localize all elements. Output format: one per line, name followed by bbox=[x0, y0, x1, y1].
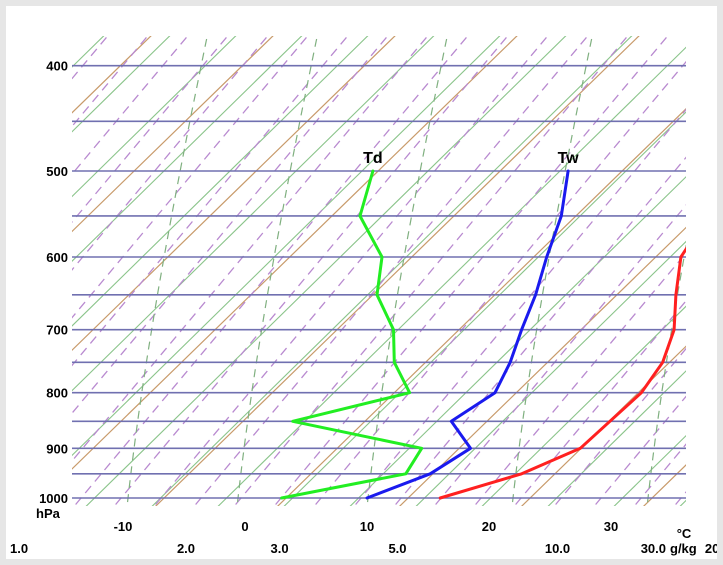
mixing-ratio-line bbox=[113, 36, 509, 506]
dry-adiabat-line bbox=[85, 36, 567, 506]
mixing-ratio-line bbox=[393, 156, 686, 506]
dry-adiabat-line bbox=[72, 36, 237, 198]
mixing-ratio-line bbox=[72, 36, 389, 415]
sounding-curves bbox=[280, 169, 686, 500]
mixing-ratio-tick-label: 5.0 bbox=[388, 541, 406, 556]
temperature-unit-label: °C bbox=[677, 526, 692, 541]
mixing-ratio-line bbox=[313, 60, 686, 506]
moist-adiabat-line bbox=[236, 36, 318, 506]
mixing-ratio-line bbox=[153, 36, 549, 506]
dry-adiabat-line bbox=[613, 434, 686, 506]
isobar-lines bbox=[72, 64, 686, 499]
mixing-ratio-line bbox=[273, 36, 669, 506]
mixing-ratio-line bbox=[72, 36, 149, 128]
mixing-ratio-line bbox=[72, 36, 429, 463]
mixing-ratio-line bbox=[513, 299, 686, 506]
moist-adiabat-line bbox=[646, 243, 686, 506]
isotherm-line bbox=[6, 6, 16, 538]
temperature-tick-label: 0 bbox=[241, 519, 248, 534]
mixing-ratio-line bbox=[553, 347, 686, 506]
isotherm-line bbox=[277, 108, 686, 506]
dry-adiabat-line bbox=[72, 36, 501, 457]
dry-adiabat-line bbox=[151, 36, 633, 506]
series-label-td: Td bbox=[363, 150, 383, 167]
temperature-axis-labels: -10 0 10 20 30 bbox=[114, 519, 619, 534]
isotherm-line bbox=[72, 36, 396, 352]
pressure-axis-labels: 400 500 600 700 800 900 1000 bbox=[39, 59, 68, 506]
series-label-tw: Tw bbox=[558, 150, 580, 167]
mixing-ratio-line bbox=[72, 36, 229, 224]
mixing-ratio-tick-label: 10.0 bbox=[545, 541, 570, 556]
dry-adiabat-line bbox=[72, 36, 171, 133]
curve-labels: TTwTd bbox=[363, 150, 580, 167]
dry-adiabat-line bbox=[72, 36, 369, 327]
dry-adiabat-line bbox=[72, 36, 303, 262]
isotherm-line bbox=[399, 226, 686, 506]
mixing-ratio-line bbox=[233, 36, 629, 506]
dry-adiabat-line bbox=[547, 370, 686, 506]
mixing-ratio-line bbox=[193, 36, 589, 506]
dry-adiabat-line bbox=[415, 240, 686, 506]
mixing-ratio-line bbox=[353, 108, 686, 506]
temperature-tick-label: 30 bbox=[604, 519, 618, 534]
series-line-tw bbox=[365, 169, 570, 500]
mixing-ratio-tick-label: 20.0 bbox=[705, 541, 717, 556]
background-reference-lines bbox=[6, 6, 717, 538]
dry-adiabat-line bbox=[72, 36, 435, 392]
mixing-ratio-line bbox=[6, 26, 36, 516]
mixing-ratio-line bbox=[72, 36, 189, 176]
pressure-tick-label: 500 bbox=[46, 164, 68, 179]
mixing-ratio-line bbox=[673, 491, 686, 506]
mixing-ratio-line bbox=[73, 36, 469, 506]
mixing-ratio-line bbox=[473, 252, 686, 506]
dry-adiabat-line bbox=[679, 499, 686, 506]
dry-adiabat-line bbox=[283, 111, 686, 506]
moist-adiabat-line bbox=[696, 16, 717, 516]
isotherm-line bbox=[155, 36, 640, 506]
moist-adiabat-line bbox=[366, 36, 448, 506]
skewt-chart-frame: 400 500 600 700 800 900 1000 hPa -10 0 10 20 30 °C… bbox=[6, 6, 717, 559]
dry-adiabat-line bbox=[217, 46, 686, 506]
isotherm-line bbox=[72, 36, 518, 470]
isotherm-line bbox=[6, 6, 138, 538]
dry-adiabat-line bbox=[349, 176, 686, 506]
mixing-ratio-tick-label: 2.0 bbox=[177, 541, 195, 556]
mixing-ratio-unit-label: g/kg bbox=[670, 541, 697, 556]
mixing-ratio-line bbox=[72, 36, 349, 367]
pressure-tick-label: 1000 bbox=[39, 491, 68, 506]
pressure-tick-label: 600 bbox=[46, 250, 68, 265]
moist-adiabat-line bbox=[126, 36, 208, 506]
series-line-td bbox=[280, 169, 424, 500]
mixing-ratio-line bbox=[593, 395, 686, 506]
pressure-tick-label: 900 bbox=[46, 441, 68, 456]
moist-adiabat-line bbox=[511, 36, 593, 506]
temperature-tick-label: -10 bbox=[114, 519, 133, 534]
mixing-ratio-line bbox=[433, 204, 686, 506]
mixing-ratio-axis-labels: 1.0 2.0 3.0 5.0 10.0 20.0 30.0 bbox=[10, 541, 717, 556]
temperature-tick-label: 10 bbox=[360, 519, 374, 534]
pressure-unit-label: hPa bbox=[36, 506, 61, 521]
pressure-tick-label: 400 bbox=[46, 59, 68, 74]
series-line-t bbox=[438, 246, 686, 500]
mixing-ratio-tick-label: 3.0 bbox=[271, 541, 289, 556]
mixing-ratio-tick-label: 30.0 bbox=[641, 541, 666, 556]
pressure-tick-label: 800 bbox=[46, 386, 68, 401]
mixing-ratio-line bbox=[72, 36, 309, 319]
mixing-ratio-tick-label: 1.0 bbox=[10, 541, 28, 556]
dry-adiabat-line bbox=[481, 305, 686, 506]
skewt-chart: 400 500 600 700 800 900 1000 hPa -10 0 10 20 30 °C… bbox=[6, 6, 717, 556]
pressure-tick-label: 700 bbox=[46, 323, 68, 338]
mixing-ratio-line bbox=[72, 36, 269, 271]
isotherm-line bbox=[643, 464, 686, 506]
temperature-tick-label: 20 bbox=[482, 519, 496, 534]
mixing-ratio-line bbox=[706, 26, 717, 516]
